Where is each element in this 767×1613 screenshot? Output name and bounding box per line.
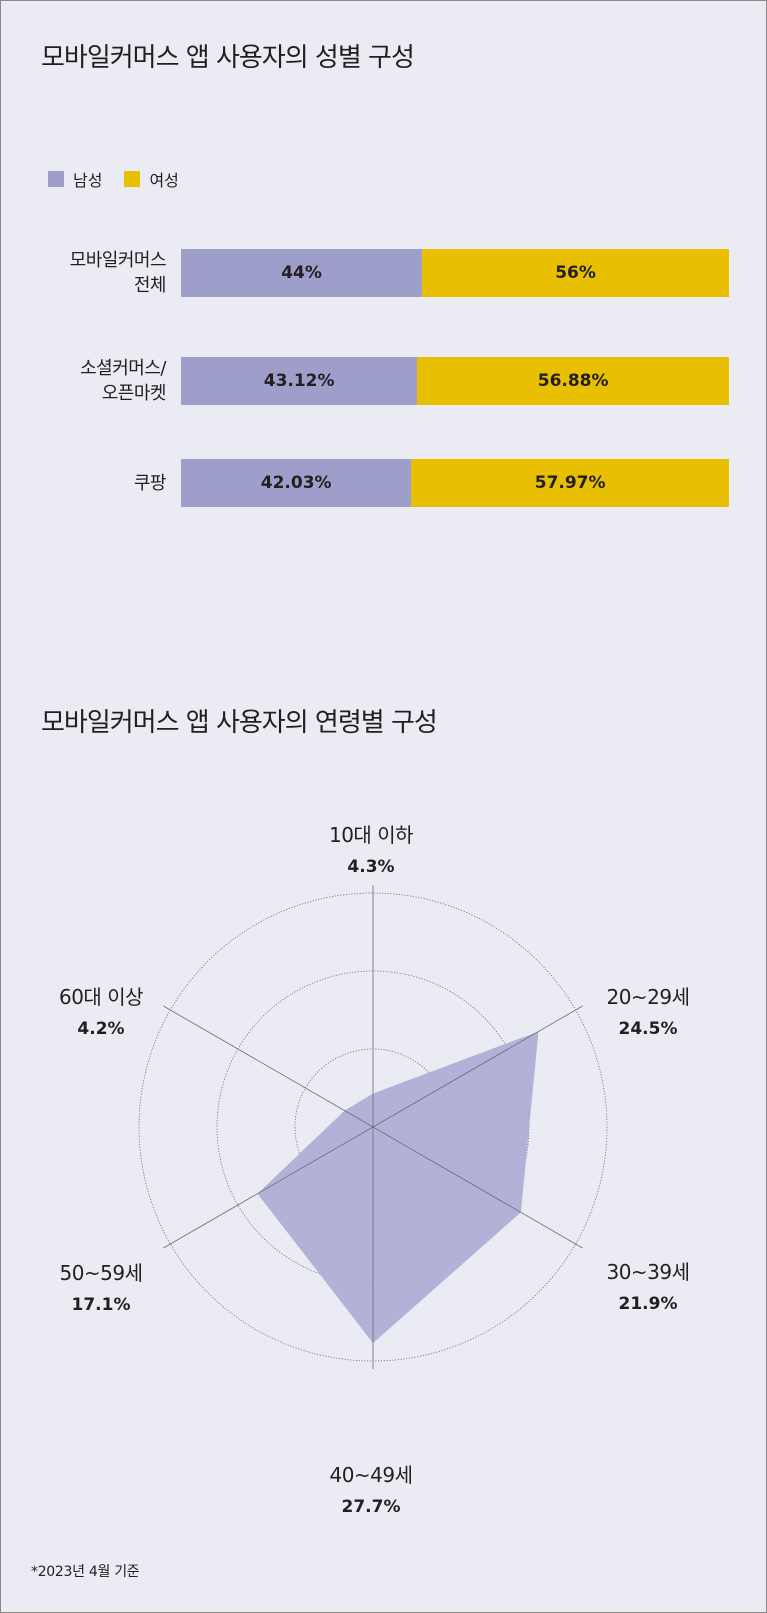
axis-name: 20~29세 (606, 985, 690, 1009)
bar-row-mobile-commerce: 모바일커머스 전체 44% 56% (1, 249, 766, 297)
bar-segment-male: 44% (181, 249, 423, 297)
axis-value: 24.5% (618, 1019, 678, 1039)
radar-label-teens: 10대 이하 4.3% (291, 821, 451, 881)
radar-axis-line (372, 1126, 583, 1249)
radar-axis-line (372, 1005, 583, 1128)
category-line: 소셜커머스/ (80, 358, 166, 379)
stacked-bar: 43.12% 56.88% (181, 357, 729, 405)
data-label-male: 42.03% (260, 473, 332, 493)
bar-category-label: 소셜커머스/ 오픈마켓 (80, 357, 166, 405)
bar-segment-male: 43.12% (181, 357, 418, 405)
bar-row-coupang: 쿠팡 42.03% 57.97% (1, 459, 766, 507)
bar-category-label: 모바일커머스 전체 (69, 249, 167, 297)
radar-series-area (257, 1031, 539, 1344)
footnote: *2023년 4월 기준 (31, 1564, 140, 1580)
category-line: 모바일커머스 (69, 250, 167, 271)
axis-name: 50~59세 (59, 1261, 143, 1285)
bar-segment-female: 56% (422, 249, 729, 297)
data-label-female: 57.97% (534, 473, 606, 493)
bar-segment-male: 42.03% (181, 459, 412, 507)
axis-value: 21.9% (618, 1294, 678, 1314)
category-line: 오픈마켓 (101, 383, 167, 404)
stacked-bar: 42.03% 57.97% (181, 459, 729, 507)
category-line: 전체 (133, 275, 167, 296)
legend-swatch-male (48, 171, 64, 187)
radar-label-50s: 50~59세 17.1% (21, 1259, 181, 1319)
radar-label-30s: 30~39세 21.9% (568, 1258, 728, 1318)
axis-value: 17.1% (71, 1295, 131, 1315)
gender-legend: 남성 여성 (48, 167, 201, 191)
legend-item-male: 남성 (48, 167, 102, 191)
legend-label-male: 남성 (73, 171, 103, 190)
bar-category-label: 쿠팡 (133, 459, 167, 507)
data-label-female: 56.88% (537, 371, 609, 391)
axis-value: 27.7% (341, 1497, 401, 1517)
legend-item-female: 여성 (124, 167, 179, 191)
axis-name: 10대 이하 (328, 823, 414, 847)
axis-value: 4.3% (347, 857, 395, 877)
axis-name: 60대 이상 (58, 985, 144, 1009)
data-label-female: 56% (555, 263, 596, 283)
data-label-male: 44% (281, 263, 322, 283)
bar-segment-female: 56.88% (417, 357, 729, 405)
radar-label-20s: 20~29세 24.5% (568, 983, 728, 1043)
radar-label-40s: 40~49세 27.7% (291, 1461, 451, 1521)
axis-name: 30~39세 (606, 1260, 690, 1284)
radar-axis-line (163, 1126, 374, 1249)
data-label-male: 43.12% (263, 371, 335, 391)
legend-label-female: 여성 (149, 171, 179, 190)
gender-chart-title: 모바일커머스 앱 사용자의 성별 구성 (41, 43, 415, 73)
radar-axis-line (163, 1005, 374, 1128)
radar-label-60s: 60대 이상 4.2% (21, 983, 181, 1043)
axis-value: 4.2% (77, 1019, 125, 1039)
bar-segment-female: 57.97% (411, 459, 729, 507)
legend-swatch-female (124, 171, 141, 187)
category-line: 쿠팡 (133, 472, 167, 494)
axis-name: 40~49세 (329, 1463, 413, 1487)
bar-row-social-commerce: 소셜커머스/ 오픈마켓 43.12% 56.88% (1, 357, 766, 405)
age-chart-title: 모바일커머스 앱 사용자의 연령별 구성 (41, 708, 438, 738)
stacked-bar: 44% 56% (181, 249, 729, 297)
